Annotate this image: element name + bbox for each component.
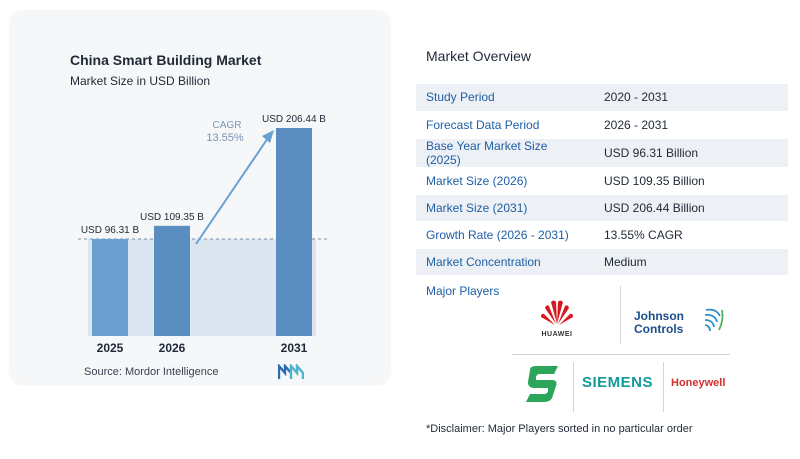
overview-key: Base Year Market Size (2025) — [416, 138, 594, 168]
overview-key: Market Size (2026) — [416, 167, 594, 195]
overview-key: Growth Rate (2026 - 2031) — [416, 221, 594, 249]
x-tick-label: 2026 — [159, 341, 186, 355]
market-size-chart: USD 96.31 B 2025 USD 109.35 B 2026 USD 206.4… — [78, 114, 330, 355]
overview-key: Market Concentration — [416, 248, 594, 276]
grid-divider — [512, 354, 730, 355]
overview-key: Study Period — [416, 84, 594, 112]
x-tick-label: 2031 — [281, 341, 308, 355]
overview-row: Market Size (2031) USD 206.44 Billion — [416, 194, 788, 222]
johnson-controls-swirl-icon — [704, 308, 724, 332]
overview-value: Medium — [594, 248, 788, 276]
overview-key: Market Size (2031) — [416, 194, 594, 222]
overview-value: 2026 - 2031 — [594, 111, 788, 139]
overview-value: USD 109.35 Billion — [594, 167, 788, 195]
source-text: Source: Mordor Intelligence — [84, 366, 219, 378]
overview-value: USD 96.31 Billion — [594, 138, 788, 168]
x-tick-label: 2025 — [97, 341, 124, 355]
major-players-grid: HUAWEI Johnson Controls SIEMENS Honeywel… — [510, 284, 732, 414]
honeywell-logo: Honeywell — [671, 377, 726, 389]
bar-value-label: USD 206.44 B — [262, 114, 326, 125]
bar-2031 — [276, 128, 312, 336]
bar-2026 — [154, 225, 190, 336]
overview-row: Market Size (2026) USD 109.35 Billion — [416, 167, 788, 195]
overview-key: Forecast Data Period — [416, 111, 594, 139]
grid-divider — [620, 286, 621, 344]
overview-value: 13.55% CAGR — [594, 221, 788, 249]
overview-title: Market Overview — [426, 48, 532, 64]
overview-row: Growth Rate (2026 - 2031) 13.55% CAGR — [416, 221, 788, 249]
overview-row: Base Year Market Size (2025) USD 96.31 Bi… — [416, 138, 788, 168]
grid-divider — [573, 362, 574, 412]
siemens-logo: SIEMENS — [582, 374, 654, 391]
bar-value-label: USD 96.31 B — [81, 225, 140, 236]
cagr-value: 13.55% — [206, 132, 244, 144]
huawei-logo: HUAWEI — [532, 298, 582, 338]
overview-value: USD 206.44 Billion — [594, 194, 788, 222]
chart-subtitle: Market Size in USD Billion — [70, 74, 211, 88]
green-emblem-logo — [526, 366, 558, 402]
cagr-label: CAGR — [213, 120, 242, 131]
bar-2025 — [92, 238, 128, 336]
huawei-flower-icon — [541, 300, 573, 325]
controls-wordmark: Controls — [634, 322, 684, 336]
overview-row: Market Concentration Medium — [416, 248, 788, 276]
johnson-wordmark: Johnson — [634, 309, 684, 323]
overview-row: Study Period 2020 - 2031 — [416, 84, 788, 112]
overview-value: 2020 - 2031 — [594, 84, 788, 112]
overview-row: Forecast Data Period 2026 - 2031 — [416, 111, 788, 139]
chart-title: China Smart Building Market — [70, 52, 262, 68]
market-overview-table: Study Period 2020 - 2031 Forecast Data Per… — [416, 84, 788, 276]
disclaimer-text: *Disclaimer: Major Players sorted in no … — [426, 423, 693, 435]
cagr-arrow-line — [195, 137, 269, 245]
bar-value-label: USD 109.35 B — [140, 212, 204, 223]
major-players-label: Major Players — [426, 284, 500, 298]
johnson-controls-logo: Johnson Controls — [634, 306, 730, 340]
grid-divider — [663, 362, 664, 412]
mordor-intelligence-logo — [278, 364, 304, 379]
cagr-arrow-head — [262, 130, 274, 143]
huawei-wordmark: HUAWEI — [541, 331, 573, 338]
